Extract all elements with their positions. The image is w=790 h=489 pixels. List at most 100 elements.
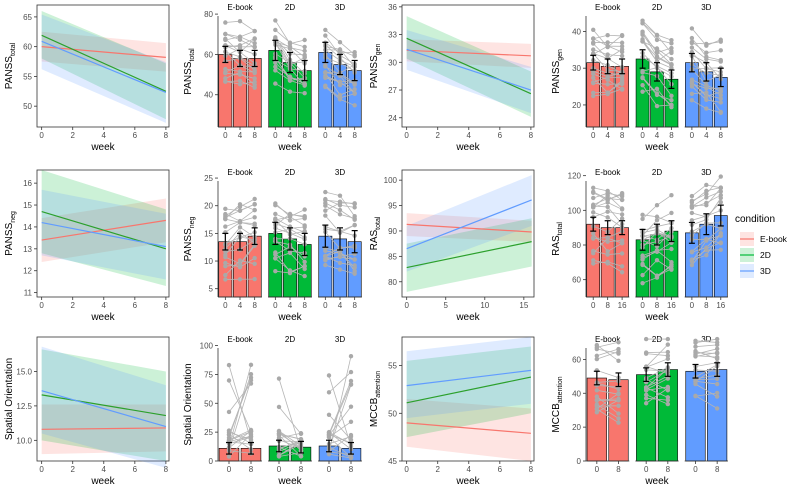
subject-point [223,37,228,43]
subject-point [252,207,257,213]
subject-point [337,260,343,266]
subject-point [237,72,243,77]
subject-point [302,81,307,86]
subject-point [704,94,709,99]
bar-chart-mccb-bar: E-book 0 8 2D 0 8 3D 0 8 0 20 40 60 week MCCBattention [551,335,728,487]
subject-point [323,27,328,33]
y-tick-label: 25 [204,428,213,437]
subject-point [248,362,254,368]
x-tick-label: 6 [133,301,138,310]
subject-trajectory [646,387,668,398]
facet-2d: 2D 0 8 [635,335,679,474]
subject-point [594,345,600,350]
subject-point [616,397,621,403]
subject-point [591,93,596,99]
subject-point [337,254,343,260]
subject-point [337,199,343,204]
bar-chart-spatial-bar: E-book 0 8 2D 0 8 3D 0 8 0 25 50 75 100 week Spatial Or… [183,335,362,487]
subject-point [237,208,243,213]
subject-trajectory [695,348,718,355]
series-line-e-book [41,46,166,58]
y-axis-label: RAStotal [551,222,564,256]
subject-point [223,206,228,212]
subject-point [616,349,621,354]
x-axis-label: week [90,312,115,323]
x-axis-label: week [277,312,302,323]
subject-point [616,391,621,396]
x-tick-label: 8 [164,131,169,140]
subject-point [665,356,671,362]
subject-point [287,74,293,80]
facet-2d: 2D 0 8 16 [635,168,679,310]
y-axis-label: PANSSgen [551,49,564,94]
subject-point [689,249,695,254]
x-axis-label: week [644,312,669,323]
subject-point [714,376,720,382]
x-axis-label: week [455,312,480,323]
subject-point [605,198,610,203]
subject-point [591,75,596,80]
subject-point [654,275,660,280]
y-axis-label: PANSStotal [183,48,196,95]
subject-point [223,211,228,217]
subject-point [718,86,723,91]
subject-point [669,93,674,98]
subject-point [252,28,257,34]
subject-point [326,373,332,378]
facet-e-book: E-book 0 8 [586,335,630,474]
subject-point [252,276,257,282]
subject-point [337,212,343,217]
x-tick-label: 0 [327,465,332,474]
subject-point [223,260,228,266]
subject-point [640,257,645,262]
subject-point [619,270,625,275]
x-tick-label: 0 [690,301,695,310]
ci-band-3d [41,346,166,468]
subject-trajectory [596,369,619,379]
facet-3d: 3D 0 8 [318,335,362,474]
subject-trajectory [328,434,352,444]
ci-band-3d [406,175,532,272]
x-tick-label: 6 [133,131,138,140]
subject-point [643,396,649,401]
y-axis-label: Spatial Orientation [183,363,194,445]
subject-point [619,53,625,59]
y-tick-label: 100 [200,342,214,351]
x-axis-label: week [455,142,480,153]
y-axis-label-sub: neg [10,211,17,223]
series-line-3d [406,199,532,250]
subject-point [223,71,228,76]
subject-point [591,185,596,190]
subject-point [640,216,645,222]
subject-point [337,82,343,88]
x-tick-label: 0 [39,465,44,474]
subject-trajectory [646,386,668,391]
facet-strip-label: 3D [701,3,711,12]
subject-trajectory [278,440,302,453]
subject-point [714,346,720,352]
subject-point [640,272,645,278]
subject-point [714,394,720,399]
x-tick-label: 0 [644,465,649,474]
series-line-e-book [406,223,532,233]
subject-point [693,350,698,355]
subject-trajectory [596,393,619,410]
y-axis-label-main: PANSS [183,61,194,94]
subject-trajectory [596,399,619,413]
subject-point [665,336,671,342]
subject-trajectory [645,344,669,368]
x-axis-label: week [90,142,115,153]
subject-point [323,262,328,268]
subject-point [643,392,649,398]
subject-point [689,91,695,97]
plot-area [401,169,535,298]
subject-point [302,273,307,279]
subject-point [605,52,610,57]
x-axis-label: week [277,476,302,487]
bar-e-book-week-0 [218,54,233,128]
subject-point [689,39,695,45]
